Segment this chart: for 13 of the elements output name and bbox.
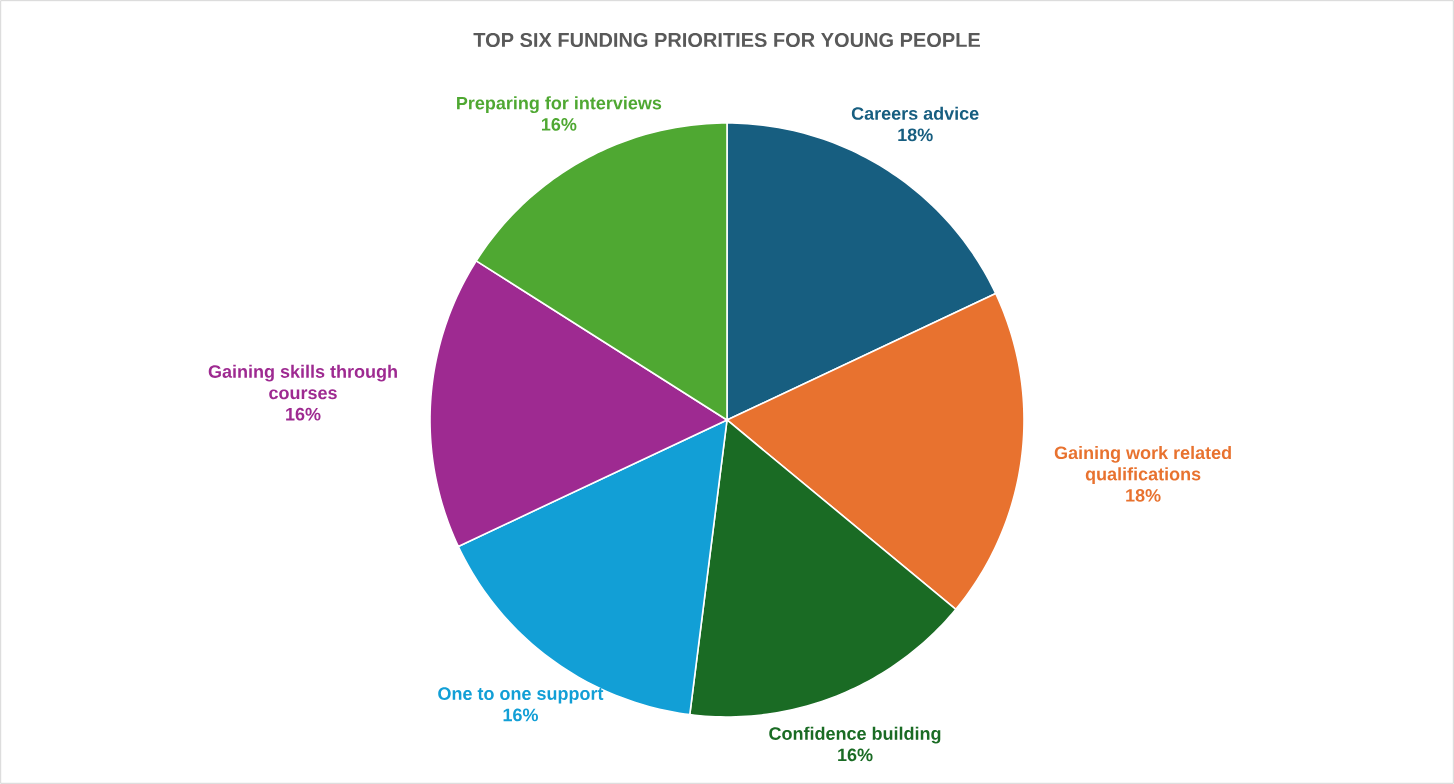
data-label: 16% xyxy=(838,748,873,762)
slice-label: One to one support xyxy=(438,687,604,704)
data-label: 18% xyxy=(1126,489,1161,502)
slice-label: Gaining work related qualifications xyxy=(1054,445,1231,485)
data-label: 18% xyxy=(898,128,933,142)
slice-label: Careers advice xyxy=(851,106,979,120)
chart-title: TOP SIX FUNDING PRIORITIES FOR YOUNG PEOPLE xyxy=(473,32,980,48)
data-label: 16% xyxy=(541,118,577,131)
data-label: 16% xyxy=(286,407,321,421)
slice-label: Gaining skills through courses xyxy=(208,364,397,400)
slice-label: Preparing for interviews xyxy=(457,96,662,114)
slice-label: Confidence building xyxy=(769,726,941,744)
data-label: 16% xyxy=(503,708,538,722)
